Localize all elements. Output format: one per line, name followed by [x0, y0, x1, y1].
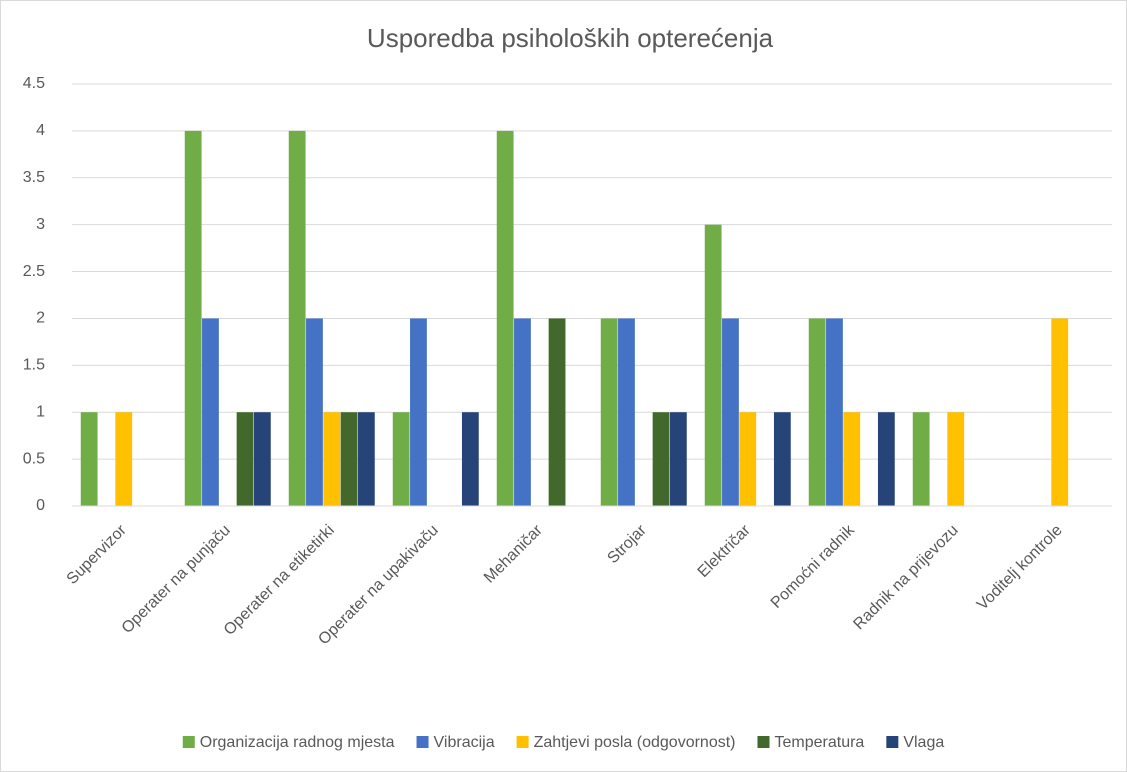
bar	[410, 318, 427, 506]
bar	[600, 318, 618, 506]
chart-title: Usporedba psiholoških opterećenja	[367, 23, 774, 53]
legend: Organizacija radnog mjesta Vibracija Zahtj…	[182, 734, 944, 751]
bar	[288, 130, 306, 506]
bar	[514, 318, 531, 506]
bar	[357, 412, 375, 506]
bar	[912, 412, 930, 506]
bar	[548, 318, 566, 506]
y-tick-label: 2.5	[23, 263, 45, 280]
legend-swatch	[416, 736, 429, 748]
bar	[461, 412, 479, 506]
bar	[808, 318, 826, 506]
y-tick-label: 2	[36, 310, 45, 327]
y-tick-label: 0.5	[23, 450, 45, 467]
legend-label: Vlaga	[903, 734, 944, 751]
bar	[843, 412, 861, 506]
bar	[618, 318, 635, 506]
bar	[704, 224, 722, 506]
y-tick-label: 3.5	[23, 169, 45, 186]
bar	[722, 318, 739, 506]
legend-label: Vibracija	[434, 734, 495, 751]
bar	[202, 318, 219, 506]
bar	[184, 130, 202, 506]
legend-swatch	[757, 736, 770, 748]
bar	[826, 318, 843, 506]
y-tick-label: 0	[36, 497, 45, 514]
bar	[1051, 318, 1069, 506]
bar	[340, 412, 358, 506]
y-tick-label: 1	[36, 403, 45, 420]
legend-label: Temperatura	[774, 734, 864, 751]
bar	[80, 412, 98, 506]
bar	[877, 412, 895, 506]
bar	[115, 412, 133, 506]
legend-swatch	[182, 736, 195, 748]
bar	[253, 412, 271, 506]
bar	[306, 318, 323, 506]
bar	[669, 412, 687, 506]
legend-label: Zahtjevi posla (odgovornost)	[534, 734, 736, 751]
legend-swatch	[516, 736, 529, 748]
bar	[496, 130, 514, 506]
y-tick-label: 4	[36, 122, 45, 139]
bar	[947, 412, 965, 506]
y-tick-label: 4.5	[23, 75, 45, 92]
legend-swatch	[886, 736, 899, 748]
bar	[236, 412, 254, 506]
y-tick-label: 3	[36, 216, 45, 233]
legend-label: Organizacija radnog mjesta	[200, 734, 395, 751]
bar	[392, 412, 410, 506]
bar	[652, 412, 670, 506]
bar	[739, 412, 757, 506]
bar	[323, 412, 341, 506]
y-tick-label: 1.5	[23, 357, 45, 374]
bar	[773, 412, 791, 506]
